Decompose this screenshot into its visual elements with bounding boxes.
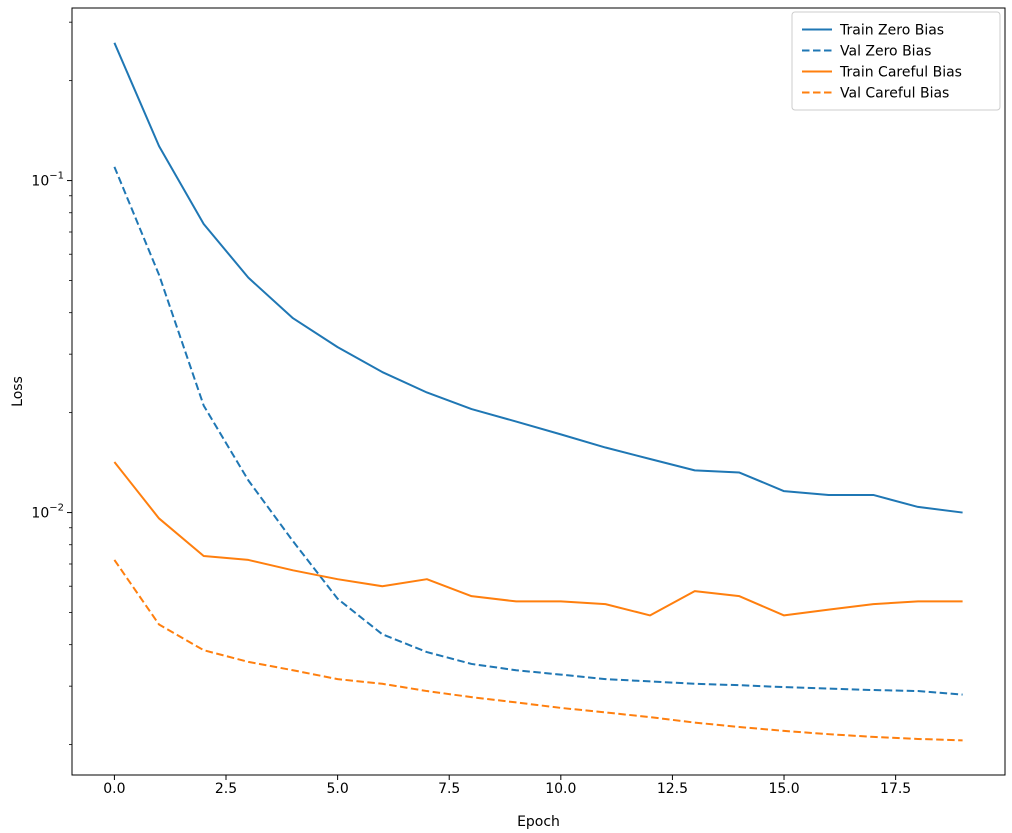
legend-entry-train-careful-bias: Train Careful Bias <box>802 65 962 81</box>
legend-label: Val Zero Bias <box>840 44 931 60</box>
x-axis-tick-label: 15.0 <box>768 781 799 797</box>
series-line-val-careful-bias <box>113 559 963 742</box>
x-axis-tick-label: 10.0 <box>545 781 576 797</box>
legend-box <box>791 11 1001 111</box>
y-axis-tick-label: 10−2 <box>31 503 64 522</box>
x-axis-label: Epoch <box>517 814 560 830</box>
y-axis-label: Loss <box>10 376 26 407</box>
plot-area <box>71 7 1006 776</box>
x-axis-tick-label: 7.5 <box>438 781 460 797</box>
legend-entry-train-zero-bias: Train Zero Bias <box>802 23 944 39</box>
x-axis-tick-label: 0.0 <box>103 781 125 797</box>
legend: Train Zero Bias Val Zero Bias Train Carefu… <box>791 11 1001 111</box>
legend-entry-val-zero-bias: Val Zero Bias <box>802 44 931 60</box>
y-axis: 10−1 10−2 <box>31 21 72 746</box>
x-axis-tick-label: 2.5 <box>215 781 237 797</box>
x-axis-tick-label: 17.5 <box>880 781 911 797</box>
series-line-train-careful-bias <box>113 461 963 617</box>
legend-label: Val Careful Bias <box>840 86 949 102</box>
y-axis-tick-label: 10−1 <box>31 171 64 190</box>
legend-label: Train Zero Bias <box>839 23 944 39</box>
series-line-val-zero-bias <box>113 166 963 696</box>
x-axis: 0.0 2.5 5.0 7.5 10.0 12.5 15.0 17.5 <box>103 775 911 797</box>
series-line-train-zero-bias <box>113 42 963 514</box>
legend-entry-val-careful-bias: Val Careful Bias <box>802 86 949 102</box>
x-axis-tick-label: 12.5 <box>657 781 688 797</box>
legend-label: Train Careful Bias <box>839 65 962 81</box>
x-axis-tick-label: 5.0 <box>326 781 348 797</box>
